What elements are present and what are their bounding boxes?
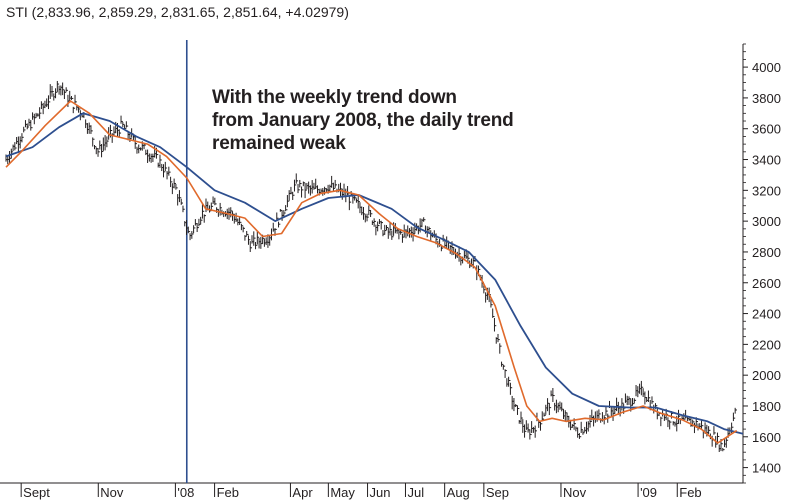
axis-layer: 1400 1600 1800 2000 2200 2400 2600 2800 3000 3200… [20,43,781,500]
x-tick-label: Jul [407,485,424,500]
x-tick-label: Nov [100,485,124,500]
y-tick-label: 4000 [752,60,781,75]
y-tick-label: 1400 [752,461,781,476]
y-tick-label: 1600 [752,430,781,445]
x-tick-label: May [330,485,355,500]
annotation-line: remained weak [212,133,346,154]
y-tick-label: 3200 [752,183,781,198]
x-tick-label: Aug [447,485,470,500]
y-tick-label: 3400 [752,153,781,168]
x-tick-label: Apr [292,485,313,500]
fast-moving-average-line [5,100,738,444]
x-tick-label: '08 [177,485,194,500]
annotation-line: from January 2008, the daily trend [212,110,514,131]
y-tick-label: 2400 [752,307,781,322]
y-tick-label: 1800 [752,399,781,414]
x-tick-label: '09 [640,485,657,500]
y-tick-label: 3800 [752,91,781,106]
x-tick-label: Sep [486,485,509,500]
y-tick-label: 2000 [752,368,781,383]
series-layer [5,80,744,453]
y-tick-label: 3600 [752,122,781,137]
chart-annotation: With the weekly trend down from January … [212,86,514,155]
x-tick-label: Jun [370,485,391,500]
plot-frame [0,44,744,484]
x-tick-label: Feb [217,485,239,500]
chart-title: STI (2,833.96, 2,859.29, 2,831.65, 2,851… [6,4,349,20]
slow-moving-average-line [5,112,744,435]
x-tick-label: Feb [679,485,701,500]
x-tick-label: Sept [23,485,50,500]
y-tick-label: 3000 [752,214,781,229]
y-tick-label: 2800 [752,245,781,260]
annotation-line: With the weekly trend down [212,87,457,108]
y-tick-label: 2600 [752,276,781,291]
x-tick-label: Nov [563,485,587,500]
y-tick-label: 2200 [752,337,781,352]
